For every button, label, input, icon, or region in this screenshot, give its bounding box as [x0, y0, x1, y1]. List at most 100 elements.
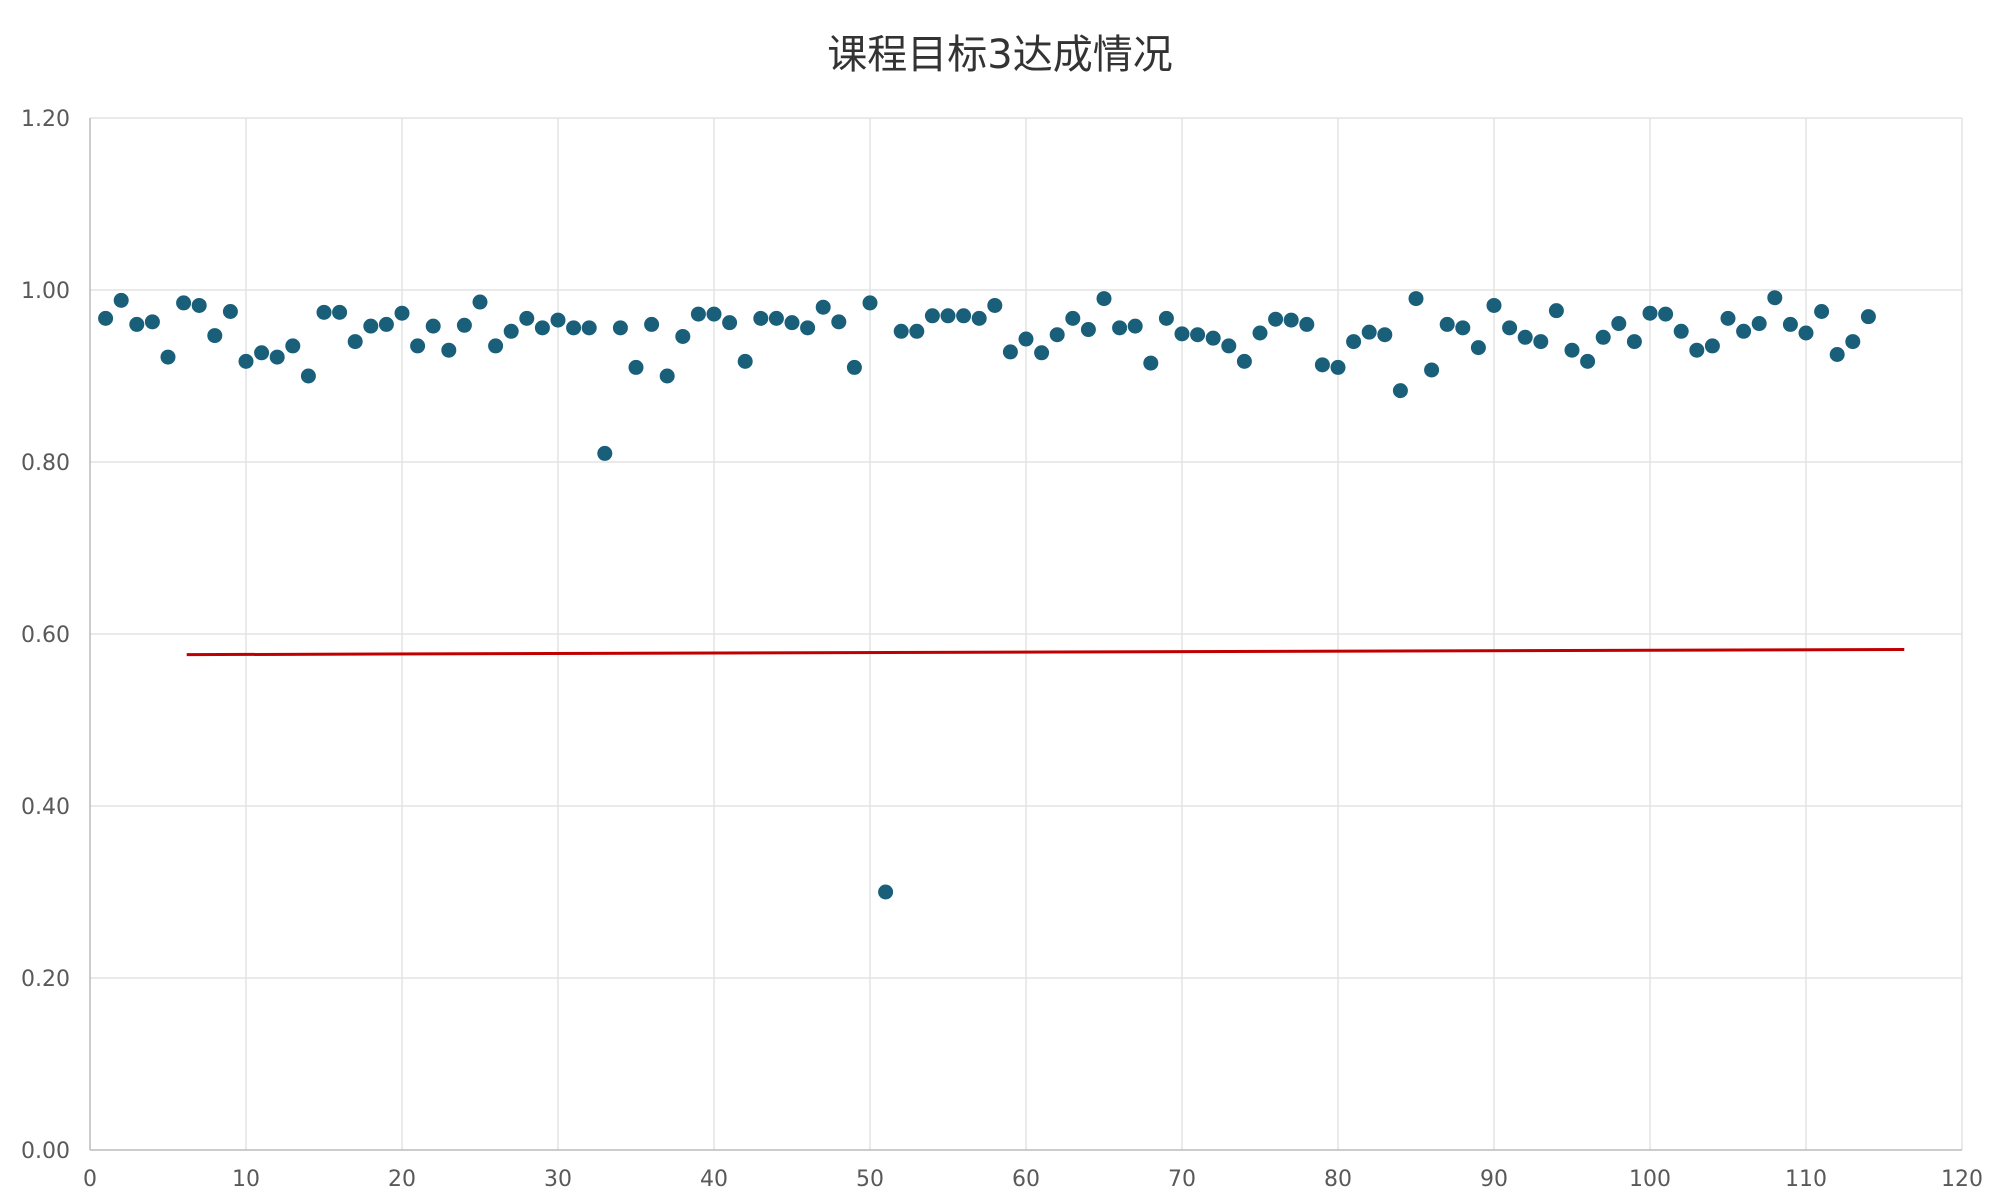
data-point [1112, 320, 1128, 336]
data-point [566, 320, 582, 336]
data-point [1658, 306, 1674, 322]
data-point [1564, 342, 1580, 358]
data-point [909, 323, 925, 339]
data-point [363, 318, 379, 334]
data-point [1470, 340, 1486, 356]
data-point [1704, 338, 1720, 354]
data-point [1782, 316, 1798, 332]
data-point [472, 294, 488, 310]
data-point [1767, 290, 1783, 306]
x-tick-label: 40 [700, 1167, 728, 1192]
data-point [1002, 344, 1018, 360]
data-point [378, 316, 394, 332]
data-point [1346, 334, 1362, 350]
data-point [129, 316, 145, 332]
data-point [1626, 334, 1642, 350]
x-tick-label: 100 [1629, 1167, 1671, 1192]
x-tick-label: 50 [856, 1167, 884, 1192]
data-point [1065, 310, 1081, 326]
data-point [1127, 318, 1143, 334]
y-tick-label: 1.20 [21, 107, 70, 132]
data-point [1330, 359, 1346, 375]
x-tick-label: 120 [1941, 1167, 1983, 1192]
data-point [160, 349, 176, 365]
data-point [1689, 342, 1705, 358]
data-point [1205, 330, 1221, 346]
data-point [1548, 303, 1564, 319]
data-point [1018, 331, 1034, 347]
data-point [1034, 345, 1050, 361]
trendline [186, 647, 1905, 657]
data-point [191, 297, 207, 313]
data-point [1502, 320, 1518, 336]
data-point [300, 368, 316, 384]
x-tick-label: 90 [1480, 1167, 1508, 1192]
data-point [1860, 309, 1876, 325]
data-point [1392, 383, 1408, 399]
data-point [1439, 316, 1455, 332]
y-tick-label: 0.80 [21, 451, 70, 476]
x-tick-label: 60 [1012, 1167, 1040, 1192]
x-tick-label: 30 [544, 1167, 572, 1192]
x-tick-label: 20 [388, 1167, 416, 1192]
data-point [1143, 355, 1159, 371]
data-point [519, 310, 535, 326]
data-point [1408, 291, 1424, 307]
data-point [222, 304, 238, 319]
data-point [441, 342, 457, 358]
data-point [1517, 329, 1533, 345]
data-point [1580, 353, 1596, 369]
data-point [612, 320, 628, 336]
data-point [1829, 347, 1845, 362]
data-point [98, 310, 114, 326]
data-point [1533, 334, 1549, 350]
x-tick-label: 10 [232, 1167, 260, 1192]
data-point [1595, 329, 1611, 345]
data-point [753, 310, 769, 326]
data-point [987, 297, 1003, 313]
data-point [784, 315, 800, 331]
data-point [737, 353, 753, 369]
y-tick-label: 0.60 [21, 623, 70, 648]
data-point [628, 359, 644, 375]
data-point [862, 295, 878, 311]
data-point [503, 323, 519, 339]
x-tick-label: 0 [83, 1167, 97, 1192]
y-tick-label: 0.20 [21, 967, 70, 992]
data-point [644, 316, 660, 332]
data-point [347, 334, 363, 350]
data-point [1221, 338, 1237, 354]
data-point [176, 295, 192, 311]
data-point [597, 445, 613, 461]
data-point [332, 304, 348, 320]
data-point [690, 306, 706, 322]
data-point [924, 308, 940, 324]
data-point [1455, 320, 1471, 336]
data-point [1268, 311, 1284, 327]
data-point [1236, 353, 1252, 369]
data-point [113, 292, 129, 308]
data-point [878, 884, 894, 900]
data-point [269, 349, 285, 365]
y-tick-label: 0.00 [21, 1139, 70, 1164]
data-point [425, 318, 441, 334]
data-point [1190, 327, 1206, 343]
data-point [534, 320, 550, 336]
data-point [1096, 291, 1112, 307]
x-tick-label: 80 [1324, 1167, 1352, 1192]
data-point [394, 305, 410, 321]
data-point [1486, 297, 1502, 313]
data-point [1299, 316, 1315, 332]
data-point [846, 359, 862, 375]
data-point [1798, 325, 1814, 341]
data-point [1377, 327, 1393, 343]
data-point [1611, 316, 1627, 332]
data-point [316, 304, 332, 320]
data-point [675, 328, 691, 344]
data-point [285, 338, 301, 354]
data-point [815, 299, 831, 315]
data-point [1283, 312, 1299, 328]
data-point [1314, 357, 1330, 373]
